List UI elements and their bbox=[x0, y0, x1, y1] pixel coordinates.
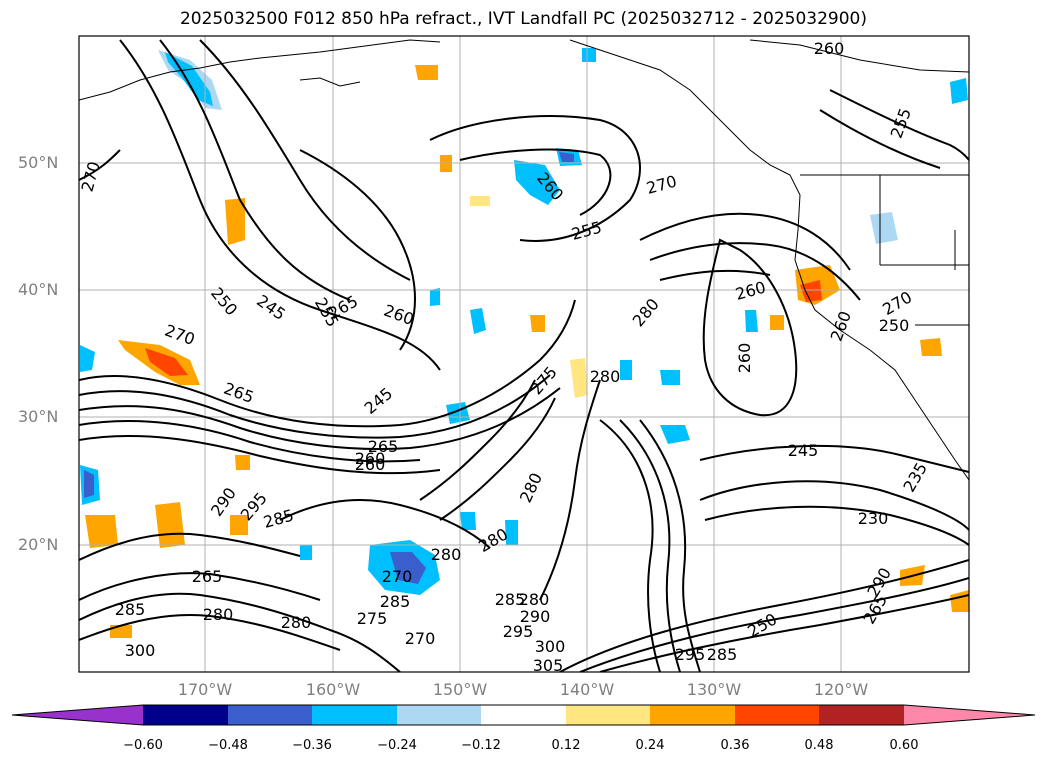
contour-label: 245 bbox=[788, 441, 819, 460]
colorbar-segment bbox=[650, 705, 735, 725]
colorbar-tick: −0.12 bbox=[461, 738, 501, 753]
contour-label: 295 bbox=[503, 622, 534, 641]
coastlines bbox=[79, 39, 969, 481]
contour-label: 300 bbox=[125, 641, 156, 660]
contour-label: 290 bbox=[520, 607, 551, 626]
contour-label: 280 bbox=[519, 590, 550, 609]
contour-label: 280 bbox=[590, 367, 621, 386]
contour-label: 250 bbox=[879, 316, 910, 335]
colorbar-segment bbox=[819, 705, 904, 725]
colorbar-tick: −0.24 bbox=[377, 738, 417, 753]
colorbar-tick: 0.36 bbox=[720, 738, 750, 753]
colorbar-extend-low bbox=[12, 705, 143, 725]
contour-label: 270 bbox=[405, 629, 436, 648]
contour-label: 285 bbox=[707, 645, 738, 664]
colorbar-segment bbox=[143, 705, 228, 725]
contour-label: 265 bbox=[192, 567, 223, 586]
colorbar-tick: 0.60 bbox=[889, 738, 919, 753]
contour-label: 285 bbox=[495, 590, 526, 609]
contour-label: 260 bbox=[814, 39, 845, 58]
contour-label: 275 bbox=[357, 609, 388, 628]
contour-label: 280 bbox=[431, 545, 462, 564]
colorbar-extend-high bbox=[904, 705, 1035, 725]
contour-label: 280 bbox=[281, 613, 312, 632]
colorbar bbox=[11, 704, 1036, 726]
colorbar-segment bbox=[228, 705, 312, 725]
contour-label: 285 bbox=[115, 600, 146, 619]
lat-label: 40°N bbox=[18, 280, 59, 299]
map-title: 2025032500 F012 850 hPa refract., IVT La… bbox=[179, 9, 867, 29]
colorbar-tick: −0.60 bbox=[123, 738, 163, 753]
contour-label: 285 bbox=[380, 592, 411, 611]
contour-label: 265 bbox=[368, 437, 399, 456]
colorbar-segment bbox=[397, 705, 481, 725]
contour-label: 305 bbox=[533, 656, 564, 675]
map-frame bbox=[78, 35, 970, 673]
lon-label: 160°W bbox=[305, 680, 361, 699]
lon-label: 170°W bbox=[177, 680, 233, 699]
anomaly-shading bbox=[80, 48, 969, 638]
contour-label: 300 bbox=[535, 637, 566, 656]
contour-label: 260 bbox=[735, 343, 754, 374]
lon-label: 130°W bbox=[686, 680, 742, 699]
colorbar-tick: 0.12 bbox=[551, 738, 581, 753]
lat-label: 20°N bbox=[18, 535, 59, 554]
lat-label: 30°N bbox=[18, 407, 59, 426]
map-plot-area: 260 255 270 260 255 270 250 245 265 260 … bbox=[79, 36, 969, 675]
colorbar-tick: −0.48 bbox=[208, 738, 248, 753]
colorbar-tick: 0.48 bbox=[804, 738, 834, 753]
lon-label: 150°W bbox=[432, 680, 488, 699]
contour-lines bbox=[79, 39, 969, 672]
colorbar-segment bbox=[481, 705, 566, 725]
colorbar-tick: 0.24 bbox=[635, 738, 665, 753]
contour-label: 230 bbox=[858, 509, 889, 528]
colorbar-segment bbox=[735, 705, 819, 725]
lon-label: 120°W bbox=[813, 680, 869, 699]
lon-label: 140°W bbox=[559, 680, 615, 699]
colorbar-tick: −0.36 bbox=[292, 738, 332, 753]
lat-label: 50°N bbox=[18, 153, 59, 172]
contour-label: 270 bbox=[382, 567, 413, 586]
contour-label: 280 bbox=[203, 605, 234, 624]
colorbar-segment bbox=[312, 705, 397, 725]
colorbar-segment bbox=[566, 705, 650, 725]
graticule bbox=[79, 36, 969, 672]
contour-label: 260 bbox=[355, 449, 386, 468]
contour-label: 295 bbox=[675, 645, 706, 664]
contour-label: 260 bbox=[355, 455, 386, 474]
